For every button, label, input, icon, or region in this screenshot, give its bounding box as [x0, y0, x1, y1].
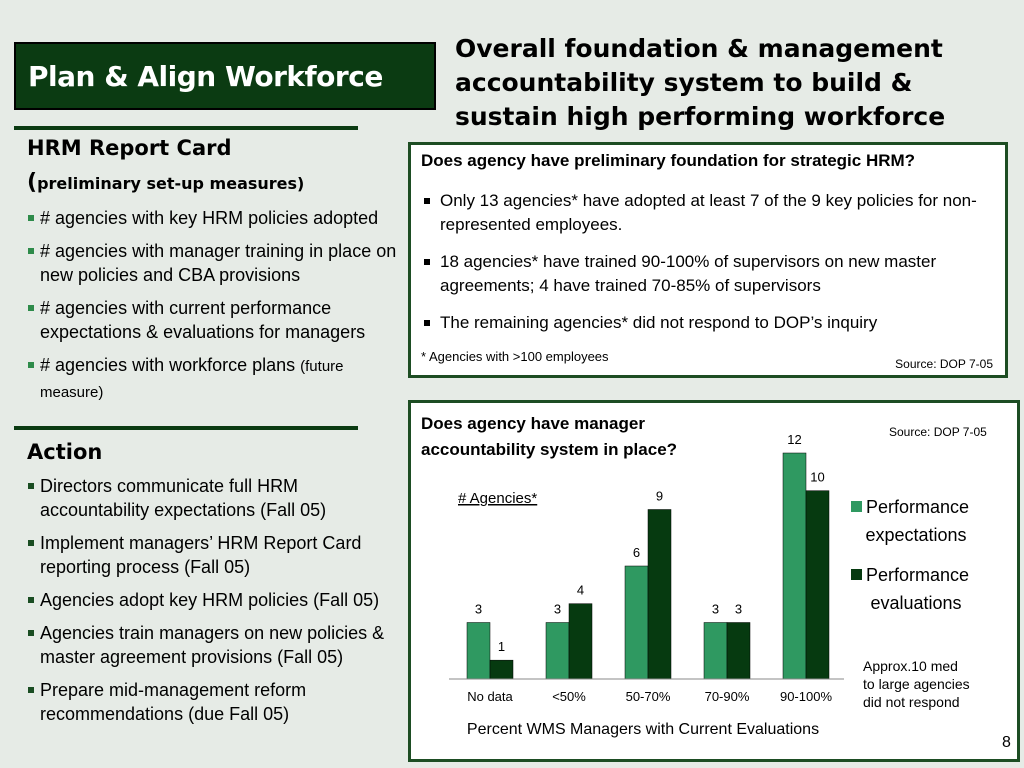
y-axis-label: # Agencies*	[458, 490, 537, 507]
main-heading: Overall foundation & management accounta…	[455, 34, 946, 131]
list-item: Implement managers’ HRM Report Card repo…	[26, 531, 398, 579]
foundation-source: Source: DOP 7-05	[895, 357, 993, 371]
note-line: did not respond	[863, 694, 960, 710]
list-item: Agencies train managers on new policies …	[26, 621, 398, 669]
list-item: Only 13 agencies* have adopted at least …	[421, 189, 991, 237]
note-line: to large agencies	[863, 676, 970, 692]
foundation-question: Does agency have preliminary foundation …	[421, 151, 916, 170]
accountability-question: Does agency have manager accountability …	[421, 411, 677, 463]
data-label: 3	[475, 602, 482, 617]
question-line: accountability system in place?	[421, 440, 678, 459]
bar	[703, 622, 728, 680]
action-title: Action	[27, 440, 103, 464]
data-label: 12	[787, 432, 801, 447]
data-label: 3	[712, 602, 719, 617]
bar	[545, 622, 570, 680]
nonresponse-note: Approx.10 med to large agencies did not …	[863, 657, 970, 711]
data-label: 1	[498, 639, 505, 654]
item-text: # agencies with workforce plans	[40, 355, 301, 375]
legend-label: Performance	[866, 497, 969, 517]
x-tick-label: <50%	[552, 689, 586, 704]
page-number: 8	[1002, 734, 1011, 751]
note-line: Approx.10 med	[863, 658, 958, 674]
list-item: # agencies with key HRM policies adopted	[26, 206, 398, 230]
foundation-list: Only 13 agencies* have adopted at least …	[421, 189, 991, 348]
x-tick-label: No data	[467, 689, 513, 704]
action-list: Directors communicate full HRM accountab…	[26, 474, 398, 735]
divider	[14, 426, 358, 430]
bar	[624, 565, 649, 680]
chart-source: Source: DOP 7-05	[889, 425, 987, 439]
bar	[782, 452, 807, 680]
divider	[14, 126, 358, 130]
list-item: # agencies with current performance expe…	[26, 296, 398, 344]
legend-label: Performance	[866, 565, 969, 585]
report-card-list: # agencies with key HRM policies adopted…	[26, 206, 398, 414]
x-tick-label: 70-90%	[705, 689, 750, 704]
foundation-footnote: * Agencies with >100 employees	[421, 349, 609, 364]
list-item: 18 agencies* have trained 90-100% of sup…	[421, 250, 991, 298]
section-title-box: Plan & Align Workforce	[14, 42, 436, 110]
question-line: Does agency have manager	[421, 414, 645, 433]
legend-label: expectations	[865, 525, 966, 545]
x-axis-label: Percent WMS Managers with Current Evalua…	[467, 721, 819, 738]
bar	[726, 622, 751, 680]
subtitle-paren: (	[27, 170, 38, 195]
data-label: 3	[554, 602, 561, 617]
list-item: Agencies adopt key HRM policies (Fall 05…	[26, 588, 398, 612]
bar	[805, 490, 830, 680]
legend-swatch	[851, 501, 862, 512]
report-card-subtitle: (preliminary set-up measures)	[27, 170, 304, 195]
legend-label: evaluations	[870, 593, 961, 613]
bar	[568, 603, 593, 680]
data-label: 6	[633, 545, 640, 560]
x-tick-label: 90-100%	[780, 689, 832, 704]
list-item: # agencies with manager training in plac…	[26, 239, 398, 287]
report-card-title: HRM Report Card	[27, 136, 232, 160]
bar	[647, 509, 672, 680]
list-item: The remaining agencies* did not respond …	[421, 311, 991, 335]
bar	[466, 622, 491, 680]
bar	[489, 659, 514, 680]
item-note: (future measure)	[40, 358, 344, 401]
accountability-box: Does agency have manager accountability …	[408, 400, 1020, 762]
legend-swatch	[851, 569, 862, 580]
data-label: 4	[577, 583, 584, 598]
data-label: 10	[810, 470, 824, 485]
subtitle-text: preliminary set-up measures)	[37, 174, 305, 193]
x-tick-label: 50-70%	[626, 689, 671, 704]
bar-chart: # Agencies* 3 1 No data 3 4 <50% 6 9 50-70% 3 3 70-9…	[449, 432, 969, 738]
data-label: 9	[656, 489, 663, 504]
data-label: 3	[735, 602, 742, 617]
section-title: Plan & Align Workforce	[28, 60, 383, 93]
list-item: Directors communicate full HRM accountab…	[26, 474, 398, 522]
list-item: # agencies with workforce plans (future …	[26, 353, 398, 405]
foundation-box: Does agency have preliminary foundation …	[408, 142, 1008, 378]
list-item: Prepare mid-management reform recommenda…	[26, 678, 398, 726]
